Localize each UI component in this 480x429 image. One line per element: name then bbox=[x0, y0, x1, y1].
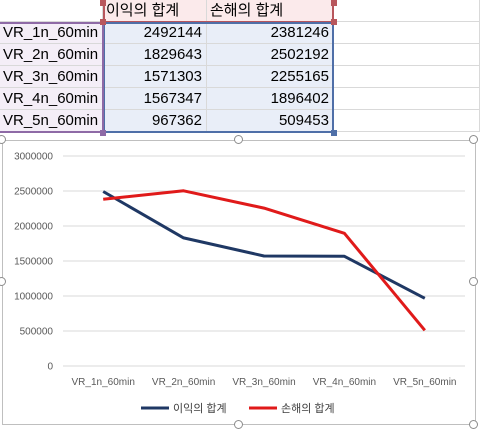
cell[interactable] bbox=[334, 88, 480, 110]
data-row: VR_2n_60min 1829643 2502192 bbox=[0, 44, 480, 66]
y-tick-label: 2000000 bbox=[14, 222, 53, 233]
data-row: VR_4n_60min 1567347 1896402 bbox=[0, 88, 480, 110]
row-label-cell[interactable]: VR_1n_60min bbox=[0, 22, 103, 44]
x-tick-label: VR_1n_60min bbox=[72, 377, 135, 388]
x-tick-label: VR_4n_60min bbox=[313, 377, 376, 388]
profit-cell[interactable]: 2492144 bbox=[103, 22, 207, 44]
chart-resize-handle[interactable] bbox=[234, 420, 243, 429]
x-tick-label: VR_5n_60min bbox=[393, 377, 456, 388]
y-tick-label: 1500000 bbox=[14, 257, 53, 268]
range-resize-handle[interactable] bbox=[100, 19, 106, 25]
line-chart[interactable]: 0 500000 1000000 1500000 2000000 2500000 30000… bbox=[0, 135, 478, 429]
loss-cell[interactable]: 2502192 bbox=[207, 44, 334, 66]
chart-plot: 0 500000 1000000 1500000 2000000 2500000 30000… bbox=[14, 152, 465, 415]
y-tick-label: 3000000 bbox=[14, 152, 53, 163]
series-line-2 bbox=[103, 189, 426, 332]
cell[interactable] bbox=[334, 0, 480, 22]
chart-resize-handle[interactable] bbox=[469, 420, 478, 429]
series-line-1 bbox=[102, 190, 426, 300]
legend-label: 손해의 합계 bbox=[281, 401, 335, 415]
spreadsheet-grid: 이익의 합계 손해의 합계 VR_1n_60min 2492144 238124… bbox=[0, 0, 480, 145]
cell[interactable] bbox=[334, 110, 480, 132]
chart-resize-handle[interactable] bbox=[0, 135, 6, 144]
cell[interactable] bbox=[334, 66, 480, 88]
cell[interactable] bbox=[0, 0, 103, 22]
row-label-cell[interactable]: VR_2n_60min bbox=[0, 44, 103, 66]
legend-label: 이익의 합계 bbox=[173, 402, 227, 415]
y-tick-label: 500000 bbox=[20, 327, 54, 338]
loss-cell[interactable]: 2381246 bbox=[207, 22, 334, 44]
loss-cell[interactable]: 2255165 bbox=[207, 66, 334, 88]
profit-cell[interactable]: 1571303 bbox=[103, 66, 207, 88]
range-resize-handle[interactable] bbox=[100, 0, 106, 6]
chart-resize-handle[interactable] bbox=[469, 135, 478, 144]
data-row: VR_3n_60min 1571303 2255165 bbox=[0, 66, 480, 88]
header-row: 이익의 합계 손해의 합계 bbox=[0, 0, 480, 22]
range-resize-handle[interactable] bbox=[331, 130, 337, 136]
profit-cell[interactable]: 1567347 bbox=[103, 88, 207, 110]
y-tick-label: 1000000 bbox=[14, 292, 53, 303]
header-loss-cell[interactable]: 손해의 합계 bbox=[207, 0, 334, 22]
loss-cell[interactable]: 1896402 bbox=[207, 88, 334, 110]
range-resize-handle[interactable] bbox=[331, 0, 337, 6]
header-profit-cell[interactable]: 이익의 합계 bbox=[103, 0, 207, 22]
row-label-cell[interactable]: VR_5n_60min bbox=[0, 110, 103, 132]
profit-cell[interactable]: 1829643 bbox=[103, 44, 207, 66]
loss-cell[interactable]: 509453 bbox=[207, 110, 334, 132]
row-label-cell[interactable]: VR_4n_60min bbox=[0, 88, 103, 110]
range-resize-handle[interactable] bbox=[100, 130, 106, 136]
x-tick-label: VR_2n_60min bbox=[152, 377, 215, 388]
x-tick-label: VR_3n_60min bbox=[232, 377, 295, 388]
range-resize-handle[interactable] bbox=[331, 19, 337, 25]
chart-resize-handle[interactable] bbox=[469, 277, 478, 286]
profit-cell[interactable]: 967362 bbox=[103, 110, 207, 132]
row-label-cell[interactable]: VR_3n_60min bbox=[0, 66, 103, 88]
y-tick-label: 2500000 bbox=[14, 187, 53, 198]
data-row: VR_1n_60min 2492144 2381246 bbox=[0, 22, 480, 44]
data-row: VR_5n_60min 967362 509453 bbox=[0, 110, 480, 132]
y-tick-label: 0 bbox=[47, 362, 53, 373]
chart-resize-handle[interactable] bbox=[234, 135, 243, 144]
cell[interactable] bbox=[334, 22, 480, 44]
cell[interactable] bbox=[334, 44, 480, 66]
chart-resize-handle[interactable] bbox=[0, 277, 6, 286]
